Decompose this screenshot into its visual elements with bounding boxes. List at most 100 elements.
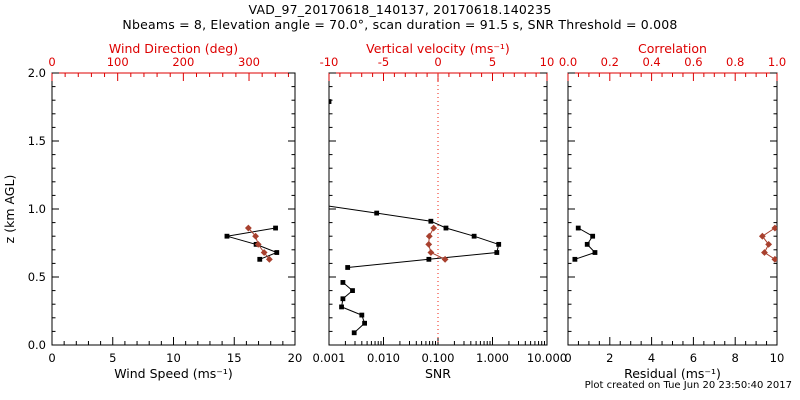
axis-wind-bottom: 0 5 10 15 20 Wind Speed (ms⁻¹) — [48, 337, 302, 381]
axis-text: 300 — [238, 55, 260, 69]
series-vertical-velocity — [425, 224, 449, 263]
snr-profile-marker — [362, 320, 368, 326]
snr-profile-marker — [496, 241, 502, 247]
wind-speed-marker — [224, 233, 230, 239]
series-snr-profile — [318, 99, 502, 336]
axis-text: 1.000 — [476, 351, 509, 365]
snr-profile-marker — [428, 218, 434, 224]
plot-subtitle: Nbeams = 8, Elevation angle = 70.0°, sca… — [122, 17, 678, 32]
axis-text: 20 — [288, 351, 303, 365]
panel-wind: 0 5 10 15 20 Wind Speed (ms⁻¹) 0 100 200 300Wind … — [2, 41, 302, 381]
axis-residual-bottom: 0 2 4 6 8 10 Residual (ms⁻¹) — [564, 337, 784, 381]
plot-title: VAD_97_20170618_140137, 20170618.140235 — [248, 2, 552, 17]
residual-marker — [590, 233, 596, 239]
correlation-marker — [758, 232, 766, 240]
axis-text: 0.0 — [28, 338, 46, 352]
axis-residual-y — [568, 72, 777, 346]
snr-profile-marker — [471, 233, 477, 239]
wind-speed-marker — [257, 256, 263, 262]
residual-marker — [592, 250, 598, 255]
axis-text: 8 — [732, 351, 739, 365]
axis-text: 0.0 — [559, 55, 577, 69]
axis-text: Vertical velocity (ms⁻¹) — [366, 41, 510, 56]
axis-text: 10.000 — [527, 351, 567, 365]
axis-text: Wind Direction (deg) — [109, 41, 238, 56]
wind-direction-marker — [252, 232, 259, 240]
snr-profile-marker — [318, 203, 323, 208]
snr-profile-marker — [339, 304, 344, 310]
axis-text: 2 — [606, 351, 613, 365]
snr-profile-marker — [340, 280, 346, 285]
axis-text: 1.5 — [28, 134, 46, 148]
axis-text: 0.8 — [726, 55, 744, 69]
axis-text: 0.010 — [367, 351, 400, 365]
snr-profile-marker — [359, 312, 365, 318]
axis-text: 1.0 — [28, 202, 46, 216]
correlation-marker — [765, 240, 773, 248]
correlation-marker — [771, 255, 777, 263]
axis-text: SNR — [425, 366, 451, 381]
axis-text: 0.4 — [642, 55, 660, 69]
vertical-velocity-marker — [425, 232, 433, 240]
wind-direction-marker — [254, 240, 262, 248]
wind-direction-marker — [260, 249, 268, 256]
axis-text: z (km AGL) — [2, 175, 17, 244]
snr-profile-marker — [351, 330, 357, 336]
axis-text: 0 — [434, 55, 441, 69]
vertical-velocity-marker — [427, 249, 435, 256]
wind-direction-marker — [265, 255, 273, 263]
axis-text: 10 — [166, 351, 181, 365]
snr-profile-marker — [374, 210, 380, 216]
axis-snr-bottom: 0.001 0.010 0.100 1.000 10.000 SNR — [313, 337, 567, 381]
axis-text: -5 — [378, 55, 389, 69]
vertical-velocity-marker — [425, 240, 433, 248]
series-wind-direction — [244, 224, 273, 263]
snr-profile-marker — [426, 256, 432, 262]
snr-profile-marker — [494, 250, 500, 255]
correlation-marker — [771, 224, 777, 232]
axis-text: 2.0 — [28, 66, 46, 80]
axis-text: 100 — [107, 55, 129, 69]
axis-text: 15 — [227, 351, 242, 365]
axis-residual-top: 0.0 0.2 0.4 0.6 0.8 1.0 Correlation — [559, 41, 786, 81]
wind-direction-marker — [244, 224, 252, 232]
axis-text: 0.5 — [28, 270, 46, 284]
axis-text: 10 — [770, 351, 785, 365]
axis-text: 0 — [564, 351, 571, 365]
axis-text: 5 — [489, 55, 496, 69]
panel-residual: 0 2 4 6 8 10 Residual (ms⁻¹) 0.0 0.2 0.4 0.6 0.8 1.0… — [559, 41, 786, 381]
axis-wind-y: 0.0 0.5 1.0 1.5 2.0 — [28, 66, 295, 352]
axis-text: Correlation — [638, 41, 707, 56]
axis-text: 0.2 — [601, 55, 619, 69]
axis-text: 0 — [48, 351, 55, 365]
panel-border — [567, 72, 778, 346]
axis-text: 0.001 — [313, 351, 346, 365]
axis-text: 0.6 — [684, 55, 702, 69]
axis-text: -10 — [320, 55, 339, 69]
vertical-velocity-marker — [441, 255, 449, 263]
correlation-marker — [761, 249, 768, 256]
wind-speed-marker — [274, 250, 280, 255]
axis-text: Residual (ms⁻¹) — [624, 366, 721, 381]
plot-created-timestamp: Plot created on Tue Jun 20 23:50:40 2017 — [584, 380, 792, 391]
snr-profile-marker — [345, 265, 351, 270]
axis-text: 10 — [540, 55, 555, 69]
series-wind-speed — [224, 225, 280, 262]
snr-profile-marker — [340, 296, 346, 302]
axis-snr-top: -10 -5 0 5 10 Vertical velocity (ms⁻¹) — [320, 41, 555, 81]
axis-text: 1.0 — [768, 55, 786, 69]
panel-snr: 0.001 0.010 0.100 1.000 10.000 SNR -10 -5 0 5 10 Ve… — [313, 41, 568, 381]
residual-marker — [584, 241, 590, 247]
residual-marker — [575, 225, 581, 231]
panel-border — [51, 72, 296, 346]
vertical-velocity-marker — [430, 224, 438, 232]
axis-text: Wind Speed (ms⁻¹) — [114, 366, 233, 381]
axis-text: 200 — [172, 55, 194, 69]
residual-marker — [572, 256, 578, 262]
wind-speed-marker — [273, 225, 278, 231]
snr-profile-marker — [443, 225, 449, 231]
axis-snr-y — [329, 72, 547, 346]
